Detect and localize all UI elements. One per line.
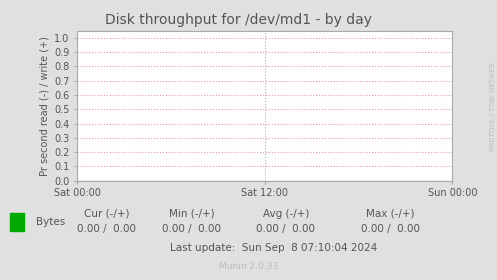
Text: Min (-/+): Min (-/+) [168,209,214,219]
Text: Bytes: Bytes [36,217,65,227]
Text: 0.00 /  0.00: 0.00 / 0.00 [361,224,419,234]
Text: 0.00 /  0.00: 0.00 / 0.00 [162,224,221,234]
Text: Last update:  Sun Sep  8 07:10:04 2024: Last update: Sun Sep 8 07:10:04 2024 [169,242,377,253]
Text: 0.00 /  0.00: 0.00 / 0.00 [78,224,136,234]
Text: Max (-/+): Max (-/+) [366,209,414,219]
Text: Cur (-/+): Cur (-/+) [84,209,130,219]
Text: RRDTOOL / TOBI OETIKER: RRDTOOL / TOBI OETIKER [490,62,496,151]
Text: Avg (-/+): Avg (-/+) [262,209,309,219]
Text: Disk throughput for /dev/md1 - by day: Disk throughput for /dev/md1 - by day [105,13,372,27]
Text: Munin 2.0.33: Munin 2.0.33 [219,262,278,271]
Y-axis label: Pr second read (-) / write (+): Pr second read (-) / write (+) [40,36,50,176]
Text: 0.00 /  0.00: 0.00 / 0.00 [256,224,315,234]
